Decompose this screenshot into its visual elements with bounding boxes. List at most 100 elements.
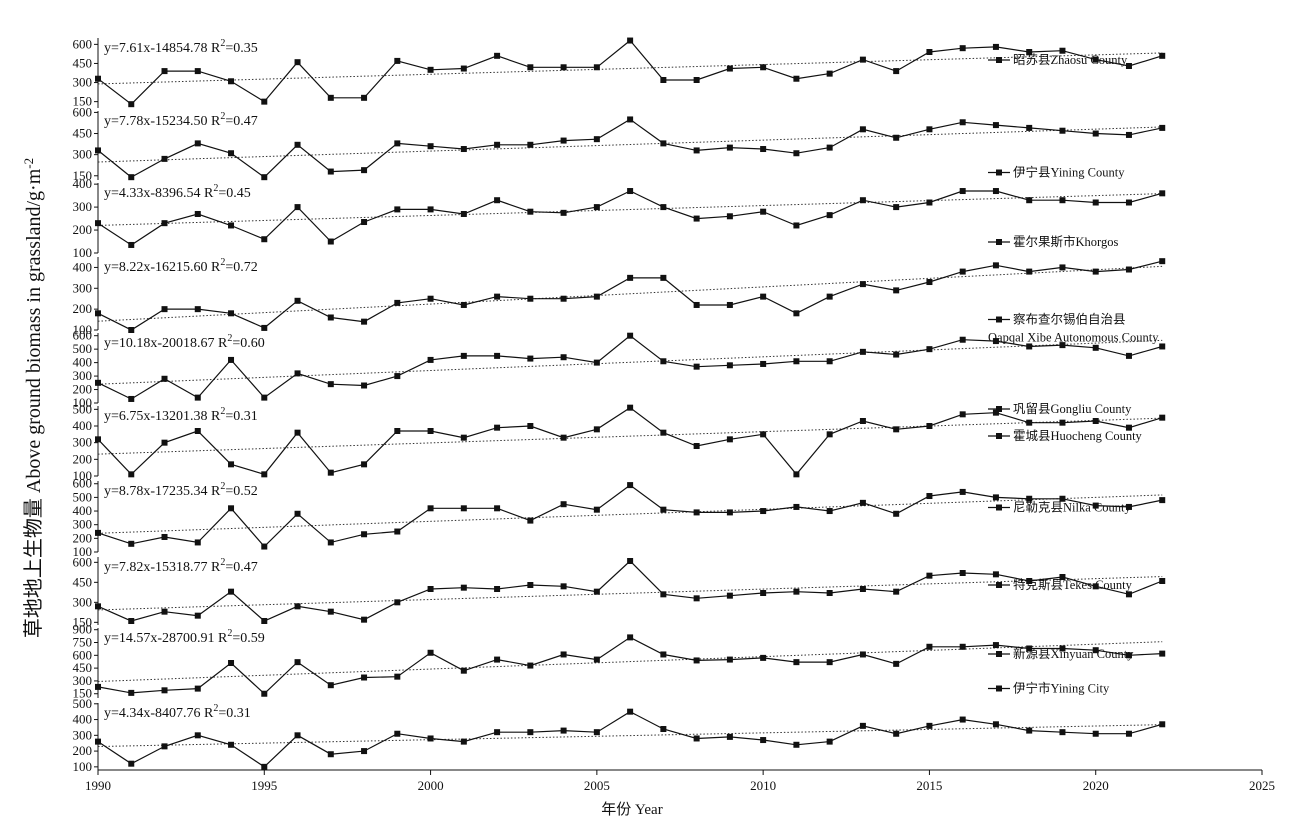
data-point (826, 738, 833, 745)
data-point (494, 656, 501, 663)
legend-marker (996, 406, 1002, 412)
y-tick-label: 150 (73, 94, 93, 109)
data-point (959, 188, 966, 195)
data-point (1125, 652, 1132, 659)
data-point (327, 238, 334, 245)
data-point (327, 539, 334, 546)
data-point (194, 539, 201, 546)
regression-equation-r2: =0.45 (218, 186, 250, 201)
regression-equation-sup: 2 (220, 406, 225, 417)
data-point (128, 327, 135, 333)
data-point (693, 77, 700, 83)
data-point (1125, 352, 1132, 359)
data-point (1159, 52, 1166, 59)
panel-1: 150 300 450 600 y=7.61x-14854.78 R2=0.35 昭苏县Z… (73, 36, 1166, 109)
data-point (992, 262, 999, 269)
data-point (560, 501, 567, 508)
x-tick-label: 2010 (750, 778, 776, 793)
x-axis: 1990 1995 2000 2005 2010 2015 2020 2025 (85, 769, 1275, 793)
y-tick-label: 500 (73, 489, 93, 504)
data-point (128, 241, 135, 248)
trend-line (97, 193, 1163, 226)
data-point (1092, 130, 1099, 137)
data-point (726, 592, 733, 599)
data-point (261, 543, 268, 550)
y-tick-label: 300 (73, 75, 93, 90)
data-point (726, 656, 733, 663)
data-point (228, 78, 235, 85)
data-point (95, 75, 101, 82)
data-point (128, 540, 135, 547)
data-point (327, 469, 334, 476)
data-point (1026, 727, 1033, 734)
data-point (959, 336, 966, 343)
x-axis-label: 年份 Year (601, 801, 662, 818)
data-point (859, 586, 866, 592)
data-point (527, 662, 534, 669)
regression-equation: y=4.33x-8396.54 R2=0.45 (104, 183, 251, 201)
y-tick-label: 600 (73, 328, 93, 343)
data-point (826, 590, 833, 596)
regression-equation-r2: =0.52 (225, 484, 257, 499)
data-point (893, 204, 900, 211)
data-point (693, 735, 700, 742)
y-tick-label: 300 (73, 727, 93, 742)
data-point (992, 122, 999, 129)
data-point (1059, 127, 1066, 134)
trend-line (97, 494, 1163, 534)
data-point (959, 119, 966, 126)
legend-marker (996, 582, 1002, 588)
data-point (926, 346, 933, 353)
x-tick-label: 1990 (85, 778, 111, 793)
data-point (460, 584, 467, 591)
data-point (394, 299, 401, 306)
data-point (294, 141, 301, 148)
data-point (460, 667, 467, 674)
y-tick-label: 100 (73, 468, 93, 483)
data-point (893, 510, 900, 517)
x-tick-label: 2025 (1249, 778, 1275, 793)
data-point (560, 209, 567, 216)
regression-equation: y=8.22x-16215.60 R2=0.72 (104, 257, 258, 275)
data-point (793, 659, 800, 666)
data-point (1059, 495, 1066, 502)
data-point (361, 382, 368, 389)
data-point (760, 590, 767, 596)
data-point (427, 428, 434, 434)
data-point (660, 77, 667, 83)
data-point (161, 743, 168, 750)
data-point (1159, 414, 1166, 421)
data-point (228, 741, 235, 748)
data-point (194, 68, 201, 75)
data-point (228, 461, 235, 468)
data-point (361, 318, 368, 325)
y-tick-label: 150 (73, 168, 93, 183)
data-point (261, 471, 268, 478)
regression-equation-sup: 2 (213, 703, 218, 714)
regression-equation: y=14.57x-28700.91 R2=0.59 (104, 628, 265, 646)
data-point (128, 395, 135, 402)
data-point (992, 43, 999, 50)
trend-line (97, 265, 1163, 322)
y-tick-label: 300 (73, 280, 93, 295)
data-point (494, 141, 501, 148)
data-point (893, 660, 900, 667)
regression-equation-r2: =0.31 (225, 409, 257, 424)
data-point (893, 351, 900, 358)
y-tick-label: 400 (73, 712, 93, 727)
data-point (394, 140, 401, 147)
legend-marker (996, 169, 1002, 176)
data-point (726, 436, 733, 443)
data-point (726, 144, 733, 151)
regression-equation: y=7.78x-15234.50 R2=0.47 (104, 111, 258, 129)
data-point (893, 730, 900, 737)
data-point (560, 295, 567, 302)
regression-equation-sup: 2 (220, 557, 225, 568)
data-point (992, 721, 999, 728)
data-point (427, 295, 434, 302)
data-point (760, 293, 767, 300)
data-point (1092, 56, 1099, 63)
data-point (261, 690, 268, 697)
legend-label: 尼勒克县Nilka County (1013, 501, 1131, 515)
